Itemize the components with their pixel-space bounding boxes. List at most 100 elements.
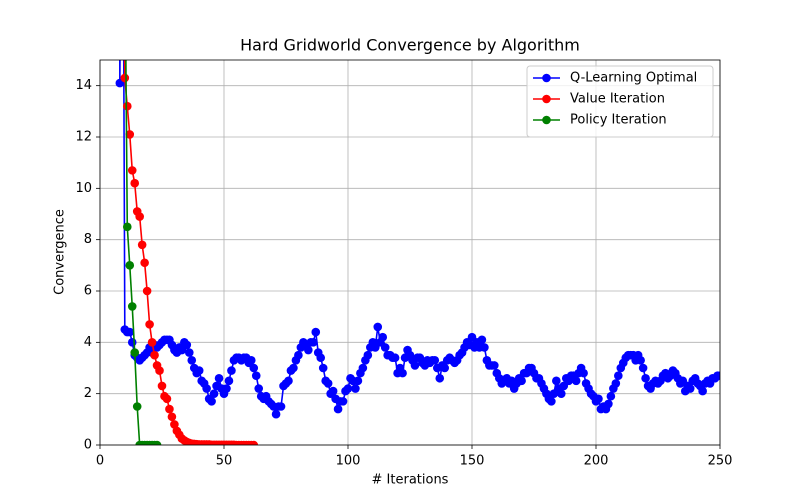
legend-label: Value Iteration [570, 92, 665, 107]
data-point [606, 391, 616, 401]
data-point [249, 440, 259, 445]
legend-marker [542, 115, 551, 125]
y-tick-label: 10 [75, 181, 92, 196]
legend-marker [542, 73, 551, 83]
data-point [127, 302, 137, 311]
data-point [167, 412, 177, 422]
data-point [122, 222, 132, 232]
data-point [380, 343, 390, 352]
data-point [390, 353, 400, 363]
data-point [145, 320, 154, 329]
data-point [140, 258, 149, 268]
data-point [552, 376, 561, 386]
data-point [130, 348, 140, 357]
data-point [308, 338, 318, 347]
data-point [715, 371, 720, 380]
data-point [641, 373, 650, 383]
data-point [556, 389, 566, 398]
y-tick-label: 4 [84, 335, 92, 350]
data-point [162, 394, 172, 404]
data-point [323, 379, 333, 388]
legend: Q-Learning Optimal Value Iteration Policy … [526, 65, 714, 138]
y-tick-label: 2 [84, 386, 92, 401]
x-axis-label: # Iterations [372, 473, 449, 488]
data-point [579, 368, 588, 378]
data-point [304, 345, 313, 355]
data-point [318, 363, 328, 373]
data-point [594, 394, 603, 404]
data-point [127, 166, 137, 175]
y-axis-label: Convergence [53, 209, 68, 295]
x-tick-label: 150 [460, 454, 485, 469]
data-point [157, 381, 167, 391]
data-point [604, 399, 613, 409]
data-point [284, 376, 293, 386]
data-point [125, 130, 135, 139]
data-point [227, 366, 236, 375]
data-point [636, 356, 645, 365]
data-point [311, 327, 321, 337]
data-point [398, 368, 407, 378]
legend-marker [542, 94, 551, 104]
y-tick-label: 6 [84, 284, 92, 299]
data-point [294, 350, 303, 360]
data-point [271, 409, 281, 419]
data-point [249, 363, 259, 373]
x-tick-label: 100 [336, 454, 361, 469]
data-point [517, 376, 526, 386]
data-point [333, 404, 343, 414]
data-point [182, 340, 192, 350]
data-point [194, 366, 204, 375]
data-point [289, 363, 298, 373]
data-point [207, 397, 216, 406]
data-point [378, 332, 388, 342]
data-point [571, 376, 581, 386]
data-point [490, 361, 499, 370]
data-point [430, 356, 440, 365]
data-point [209, 389, 219, 398]
data-point [202, 384, 211, 393]
data-point [187, 356, 197, 365]
data-point [685, 384, 695, 393]
data-point [638, 363, 648, 373]
data-point [276, 402, 286, 411]
data-point [353, 376, 363, 386]
data-point [120, 73, 130, 83]
data-point [132, 402, 142, 411]
plot-area [115, 60, 720, 445]
x-tick-label: 0 [96, 454, 104, 469]
data-point [440, 363, 450, 373]
series-line [125, 60, 158, 445]
data-point [316, 353, 326, 363]
data-point [343, 384, 353, 393]
x-tick-label: 50 [216, 454, 233, 469]
data-point [435, 373, 445, 383]
data-point [147, 338, 157, 347]
y-tick-label: 0 [84, 438, 92, 453]
data-point [150, 350, 159, 360]
data-point [254, 384, 264, 393]
x-tick-label: 250 [708, 454, 733, 469]
data-point [135, 212, 144, 221]
data-point [477, 335, 487, 345]
grid-layer [99, 60, 721, 446]
y-tick-label: 14 [75, 78, 92, 93]
data-point [338, 397, 348, 406]
data-point [410, 361, 420, 370]
data-point [165, 404, 174, 414]
data-point [155, 366, 164, 375]
data-point [214, 373, 224, 383]
axes-layer: 0 50 100 150 200 250 0 2 4 6 8 10 12 14 [75, 78, 732, 468]
chart-title: Hard Gridworld Convergence by Algorithm [240, 36, 580, 55]
legend-label: Q-Learning Optimal [570, 71, 697, 86]
data-point [125, 327, 135, 337]
data-point [251, 371, 261, 381]
data-point [222, 384, 231, 393]
data-point [137, 240, 147, 250]
data-point [547, 397, 556, 406]
data-point [125, 261, 135, 270]
data-point [142, 286, 152, 296]
data-point [698, 386, 707, 396]
data-point [130, 178, 140, 188]
